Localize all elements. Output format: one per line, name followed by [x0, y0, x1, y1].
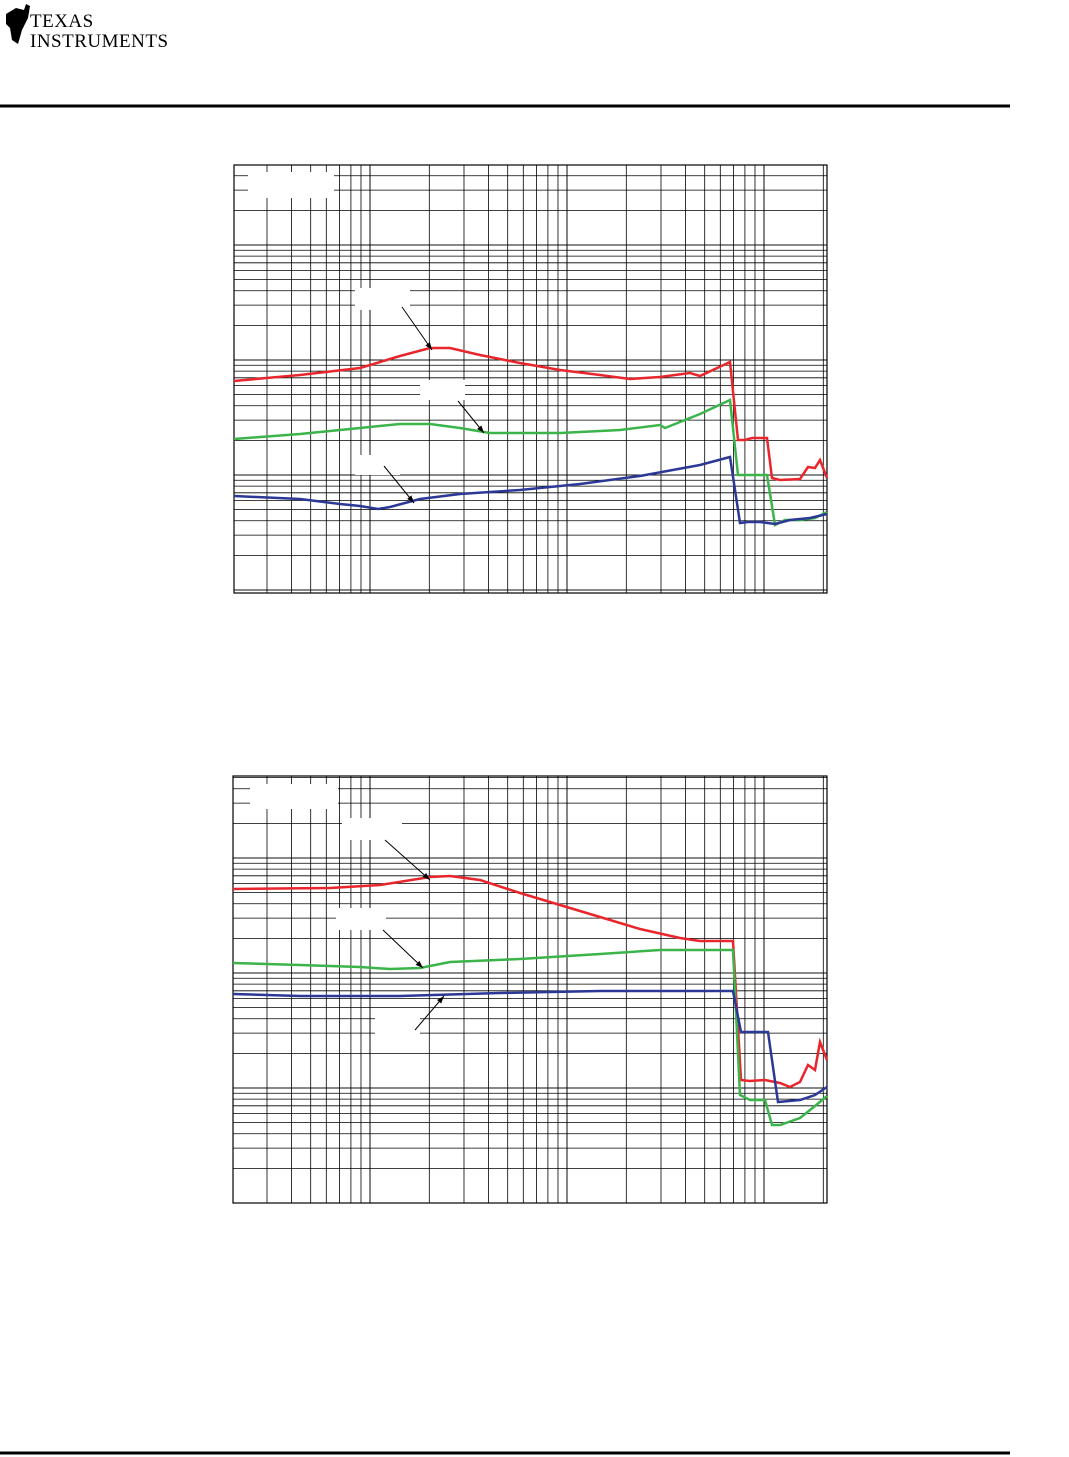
- arrow-head: [437, 996, 444, 1004]
- plot-frame: [233, 164, 828, 594]
- arrow-head: [477, 425, 484, 433]
- label-box: [420, 380, 465, 400]
- arrow: [384, 839, 431, 881]
- label-box: [250, 784, 338, 809]
- curve: [233, 455, 828, 526]
- chart-2: [232, 775, 829, 1204]
- label-box: [355, 455, 400, 475]
- arrow-head: [415, 960, 423, 968]
- curve: [233, 346, 829, 482]
- arrow-head: [425, 342, 432, 350]
- label-box: [342, 818, 402, 840]
- label-box: [355, 288, 410, 310]
- curve: [232, 989, 828, 1104]
- logo-line-2: INSTRUMENTS: [30, 31, 169, 52]
- arrow: [401, 306, 433, 351]
- logo-mark: [6, 4, 30, 44]
- arrow-head: [407, 495, 414, 503]
- arrow-head: [422, 872, 430, 880]
- curve: [232, 874, 829, 1089]
- label-box: [336, 908, 386, 930]
- arrow: [382, 929, 424, 969]
- curve: [232, 948, 828, 1127]
- logo-line-1: TEXAS: [30, 11, 94, 32]
- plot-frame: [232, 775, 828, 1204]
- label-box: [375, 1018, 420, 1040]
- chart-1: [233, 164, 829, 594]
- label-box: [248, 172, 334, 198]
- arrow: [383, 465, 415, 504]
